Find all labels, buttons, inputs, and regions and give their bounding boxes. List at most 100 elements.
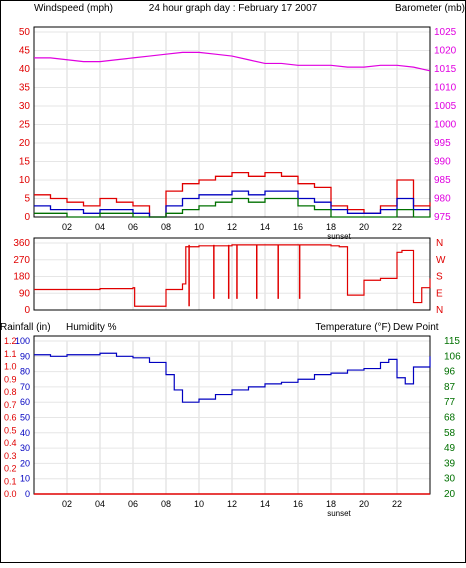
rainfall-tick-label: 0.3 (4, 451, 17, 461)
direction-tick-label: 270 (13, 255, 30, 266)
temperature-tick-label: 68 (444, 413, 456, 424)
compass-tick-label: N (436, 238, 443, 249)
humidity-series-line (34, 352, 431, 403)
rainfall-tick-label: 1.2 (4, 336, 17, 346)
climate-panel-tick-label: 22 (392, 499, 402, 509)
direction-series-line (34, 244, 431, 307)
windspeed-tick-label: 10 (19, 175, 31, 186)
rainfall-tick-label: 0.4 (4, 438, 17, 448)
humidity-tick-label: 80 (20, 367, 30, 377)
chart-panels: 0510152025303540455097598098599099510001… (4, 26, 461, 518)
temperature-tick-label: 30 (444, 474, 456, 485)
wind-panel-tick-label: 02 (62, 222, 72, 232)
dewpoint-axis-label: Dew Point (393, 322, 439, 333)
barometer-tick-label: 1015 (434, 64, 457, 75)
humidity-tick-label: 70 (20, 382, 30, 392)
rainfall-tick-label: 1.1 (4, 349, 17, 359)
rainfall-tick-label: 0.6 (4, 413, 17, 423)
barometer-tick-label: 975 (434, 212, 451, 223)
rainfall-tick-label: 1.0 (4, 362, 17, 372)
compass-tick-label: N (436, 305, 443, 316)
direction-tick-label: 360 (13, 238, 30, 249)
barometer-tick-label: 1020 (434, 46, 457, 57)
temperature-tick-label: 77 (444, 397, 456, 408)
avg-series-line (34, 190, 430, 218)
rainfall-tick-label: 0.9 (4, 374, 17, 384)
wind-panel-tick-label: 18 (326, 222, 336, 232)
barometer-tick-label: 1000 (434, 120, 457, 131)
wind-panel-tick-label: 10 (194, 222, 204, 232)
direction-tick-label: 90 (19, 288, 31, 299)
climate-panel-tick-label: 14 (260, 499, 270, 509)
climate-panel-tick-label: 20 (359, 499, 369, 509)
wind-panel-sunset-label: sunset (327, 232, 351, 241)
humidity-tick-label: 10 (20, 474, 30, 484)
barometer-series-line (34, 51, 431, 72)
wind-panel-tick-label: 04 (95, 222, 105, 232)
compass-tick-label: E (436, 288, 443, 299)
barometer-tick-label: 990 (434, 157, 451, 168)
windspeed-tick-label: 40 (19, 64, 31, 75)
climate-panel-tick-label: 02 (62, 499, 72, 509)
rainfall-tick-label: 0.0 (4, 489, 17, 499)
temperature-tick-label: 20 (444, 489, 456, 500)
climate-panel-tick-label: 16 (293, 499, 303, 509)
humidity-axis-label: Humidity % (66, 322, 117, 333)
windspeed-tick-label: 20 (19, 138, 31, 149)
windspeed-tick-label: 50 (19, 27, 31, 38)
barometer-tick-label: 1025 (434, 27, 457, 38)
wind-panel-tick-label: 08 (161, 222, 171, 232)
temperature-axis-label: Temperature (°F) (315, 322, 391, 333)
windspeed-axis-label: Windspeed (mph) (34, 3, 113, 14)
temperature-tick-label: 96 (444, 367, 456, 378)
climate-panel-tick-label: 08 (161, 499, 171, 509)
humidity-tick-label: 90 (20, 351, 30, 361)
rainfall-tick-label: 0.5 (4, 425, 17, 435)
wind-panel-tick-label: 16 (293, 222, 303, 232)
wind-panel-tick-label: 14 (260, 222, 270, 232)
windspeed-tick-label: 35 (19, 83, 31, 94)
chart-title: 24 hour graph day : February 17 2007 (149, 3, 318, 14)
barometer-tick-label: 1010 (434, 83, 457, 94)
windspeed-tick-label: 45 (19, 46, 31, 57)
humidity-tick-label: 60 (20, 397, 30, 407)
barometer-tick-label: 995 (434, 138, 451, 149)
windspeed-tick-label: 15 (19, 157, 31, 168)
climate-panel-tick-label: 18 (326, 499, 336, 509)
compass-tick-label: W (436, 255, 446, 266)
barometer-tick-label: 985 (434, 175, 451, 186)
climate-panel-sunset-label: sunset (327, 509, 351, 518)
temperature-tick-label: 58 (444, 428, 456, 439)
climate-panel-tick-label: 04 (95, 499, 105, 509)
temperature-tick-label: 49 (444, 443, 456, 454)
direction-panel-frame (33, 237, 431, 311)
climate-panel-tick-label: 12 (227, 499, 237, 509)
temperature-tick-label: 39 (444, 458, 456, 469)
barometer-tick-label: 1005 (434, 101, 457, 112)
wind-panel-tick-label: 06 (128, 222, 138, 232)
rainfall-tick-label: 0.2 (4, 464, 17, 474)
humidity-tick-label: 0 (25, 489, 30, 499)
barometer-axis-label: Barometer (mb) (395, 3, 465, 14)
climate-panel-tick-label: 06 (128, 499, 138, 509)
rainfall-axis-label: Rainfall (in) (0, 322, 51, 333)
windspeed-tick-label: 25 (19, 120, 31, 131)
direction-tick-label: 180 (13, 272, 30, 283)
humidity-tick-label: 100 (15, 336, 30, 346)
rainfall-tick-label: 0.1 (4, 476, 17, 486)
wind-panel-tick-label: 20 (359, 222, 369, 232)
temperature-tick-label: 115 (444, 336, 460, 347)
climate-panel-tick-label: 10 (194, 499, 204, 509)
windspeed-tick-label: 0 (24, 212, 30, 223)
wind-panel-tick-label: 12 (227, 222, 237, 232)
rainfall-tick-label: 0.7 (4, 400, 17, 410)
wind-panel-tick-label: 22 (392, 222, 402, 232)
windspeed-tick-label: 5 (24, 194, 30, 205)
rainfall-tick-label: 0.8 (4, 387, 17, 397)
wind-panel-frame (33, 26, 431, 218)
temperature-tick-label: 106 (444, 351, 461, 362)
humidity-tick-label: 30 (20, 443, 30, 453)
